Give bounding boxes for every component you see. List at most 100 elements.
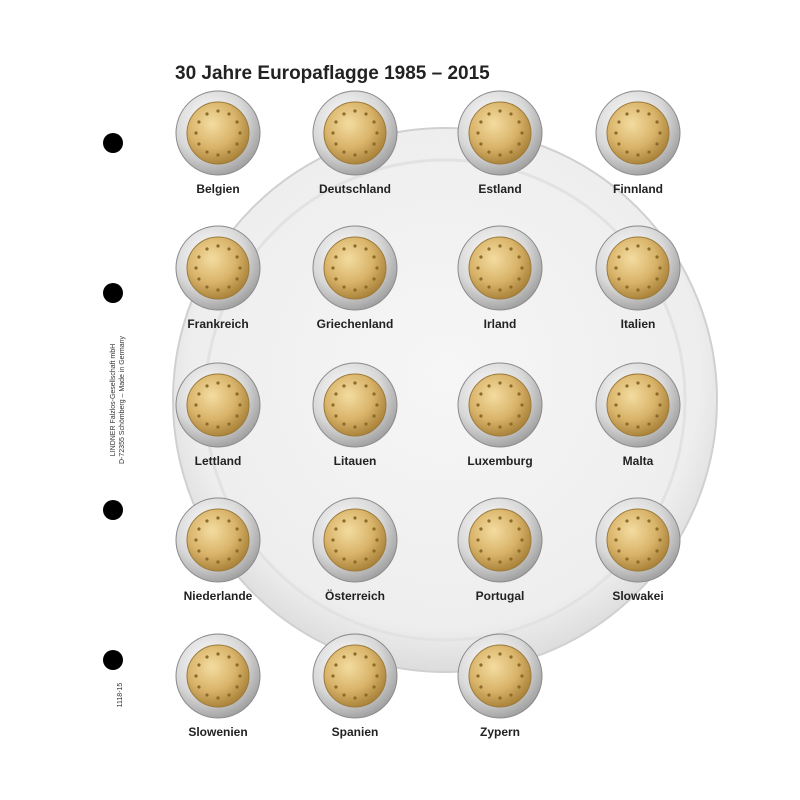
coin-star (227, 384, 231, 388)
coin-star (331, 131, 335, 135)
coin-star (235, 685, 239, 689)
coin-star (227, 422, 231, 426)
coin-star (227, 247, 231, 251)
coin-star (498, 288, 502, 292)
coin-star (476, 538, 480, 542)
coin-star (342, 693, 346, 697)
coin-star (364, 285, 368, 289)
coin-star (647, 422, 651, 426)
coin-star (509, 422, 513, 426)
coin-star (205, 519, 209, 523)
coin-star (372, 392, 376, 396)
coin-center (186, 373, 250, 437)
coin-star (197, 549, 201, 553)
coin-label: Griechenland (317, 317, 394, 331)
coin-star (334, 255, 338, 259)
coin-star (647, 150, 651, 154)
coin-star (364, 247, 368, 251)
coin-star (334, 685, 338, 689)
coin-star (235, 120, 239, 124)
coin-star (614, 131, 618, 135)
coin-star (342, 655, 346, 659)
binder-hole (103, 133, 123, 153)
coin-star (617, 549, 621, 553)
coin-star (353, 109, 357, 113)
coin-star (353, 652, 357, 656)
imprint: D-72355 Schömberg – Made in Germany (119, 335, 126, 464)
coin-star (375, 538, 379, 542)
coin-label: Irland (484, 317, 517, 331)
coin-star (205, 285, 209, 289)
coin-star (487, 384, 491, 388)
coin-star (334, 142, 338, 146)
coin-star (636, 516, 640, 520)
coin-star (238, 538, 242, 542)
coin-star (517, 414, 521, 418)
coin-label: Deutschland (319, 182, 391, 196)
coin-star (194, 538, 198, 542)
coin-star (517, 663, 521, 667)
coin-star (342, 422, 346, 426)
coin-star (353, 244, 357, 248)
coin-star (476, 403, 480, 407)
coin-center (468, 101, 532, 165)
coin-star (498, 425, 502, 429)
coin-star (647, 384, 651, 388)
coin-star (498, 560, 502, 564)
coin-star (364, 655, 368, 659)
coin-star (342, 247, 346, 251)
coin-star (197, 120, 201, 124)
coin-star (479, 685, 483, 689)
coin-center (468, 236, 532, 300)
coin-star (331, 674, 335, 678)
coin-star (235, 392, 239, 396)
page-title: 30 Jahre Europaflagge 1985 – 2015 (175, 63, 490, 84)
coin-star (372, 120, 376, 124)
coin-star (617, 527, 621, 531)
coin-label: Belgien (196, 182, 239, 196)
coin-star (342, 150, 346, 154)
coin-star (509, 693, 513, 697)
coin-star (235, 414, 239, 418)
coin-center (323, 373, 387, 437)
coin-star (216, 244, 220, 248)
coin-center (186, 644, 250, 708)
coin-star (636, 109, 640, 113)
coin-star (614, 538, 618, 542)
coin-star (227, 557, 231, 561)
coin-star (194, 403, 198, 407)
coin-star (487, 112, 491, 116)
coin-label: Italien (621, 317, 656, 331)
coin-star (372, 414, 376, 418)
coin-label: Slowenien (188, 725, 247, 739)
coin-star (636, 425, 640, 429)
coin-star (227, 519, 231, 523)
coin-star (197, 392, 201, 396)
coin-star (509, 384, 513, 388)
coin-star (517, 120, 521, 124)
coin-star (658, 266, 662, 270)
coin-star (235, 277, 239, 281)
coin-star (617, 277, 621, 281)
coin-star (655, 527, 659, 531)
coin-star (235, 663, 239, 667)
coin-star (517, 392, 521, 396)
coin-star (655, 414, 659, 418)
coin-star (372, 527, 376, 531)
coin-star (647, 557, 651, 561)
coin-star (625, 150, 629, 154)
coin-star (509, 557, 513, 561)
coin-star (655, 277, 659, 281)
coin-star (194, 131, 198, 135)
coin-star (517, 527, 521, 531)
coin-star (194, 266, 198, 270)
coin-star (353, 560, 357, 564)
coin-star (658, 131, 662, 135)
coin-star (636, 244, 640, 248)
coin-star (520, 403, 524, 407)
coin-star (353, 381, 357, 385)
coin-star (614, 403, 618, 407)
coin-star (364, 557, 368, 561)
coin-star (334, 392, 338, 396)
coin-star (364, 422, 368, 426)
